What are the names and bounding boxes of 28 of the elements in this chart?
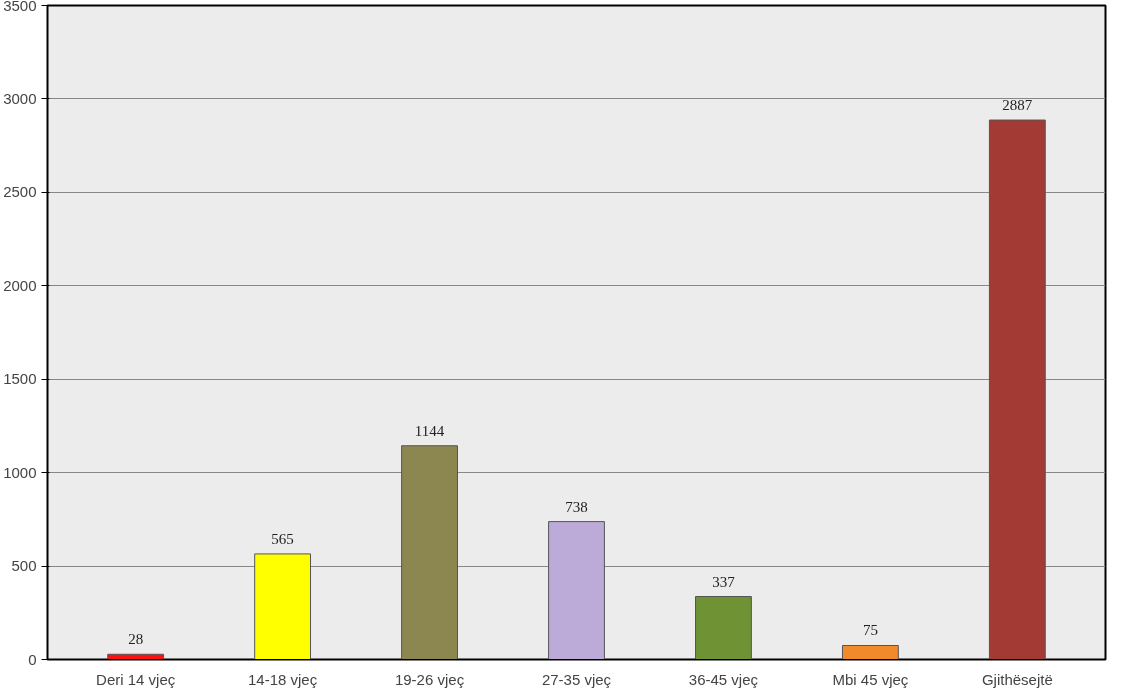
y-tick-label: 1500 [3, 370, 37, 388]
bar [841, 644, 899, 660]
y-tick-label: 1000 [3, 463, 37, 481]
x-tick-label: Gjithësejtë [981, 670, 1053, 688]
bar [695, 596, 752, 660]
y-tick-label: 0 [28, 650, 37, 668]
bar [254, 553, 312, 660]
y-tick-label: 2500 [3, 183, 37, 201]
data-label: 28 [128, 631, 144, 648]
y-tick-label: 3500 [3, 0, 37, 14]
bar [548, 521, 605, 660]
x-tick-label: 19-26 vjeç [394, 670, 465, 688]
x-tick-label: Mbi 45 vjeç [832, 670, 909, 688]
x-tick-label: Deri 14 vjeç [96, 670, 176, 688]
y-tick-label: 500 [11, 557, 37, 575]
y-tick-label: 3000 [3, 89, 37, 107]
data-label: 337 [712, 573, 736, 590]
x-tick-label: 36-45 vjeç [688, 670, 759, 688]
data-label: 75 [862, 622, 878, 639]
data-label: 2887 [1002, 97, 1033, 114]
data-label: 1144 [414, 422, 445, 439]
x-tick-label: 14-18 vjeç [248, 670, 318, 688]
data-label: 738 [565, 498, 588, 515]
y-tick-label: 2000 [3, 276, 37, 294]
bar [988, 119, 1046, 660]
bar [401, 445, 458, 660]
data-label: 565 [271, 530, 294, 547]
x-tick-label: 27-35 vjeç [541, 670, 612, 688]
